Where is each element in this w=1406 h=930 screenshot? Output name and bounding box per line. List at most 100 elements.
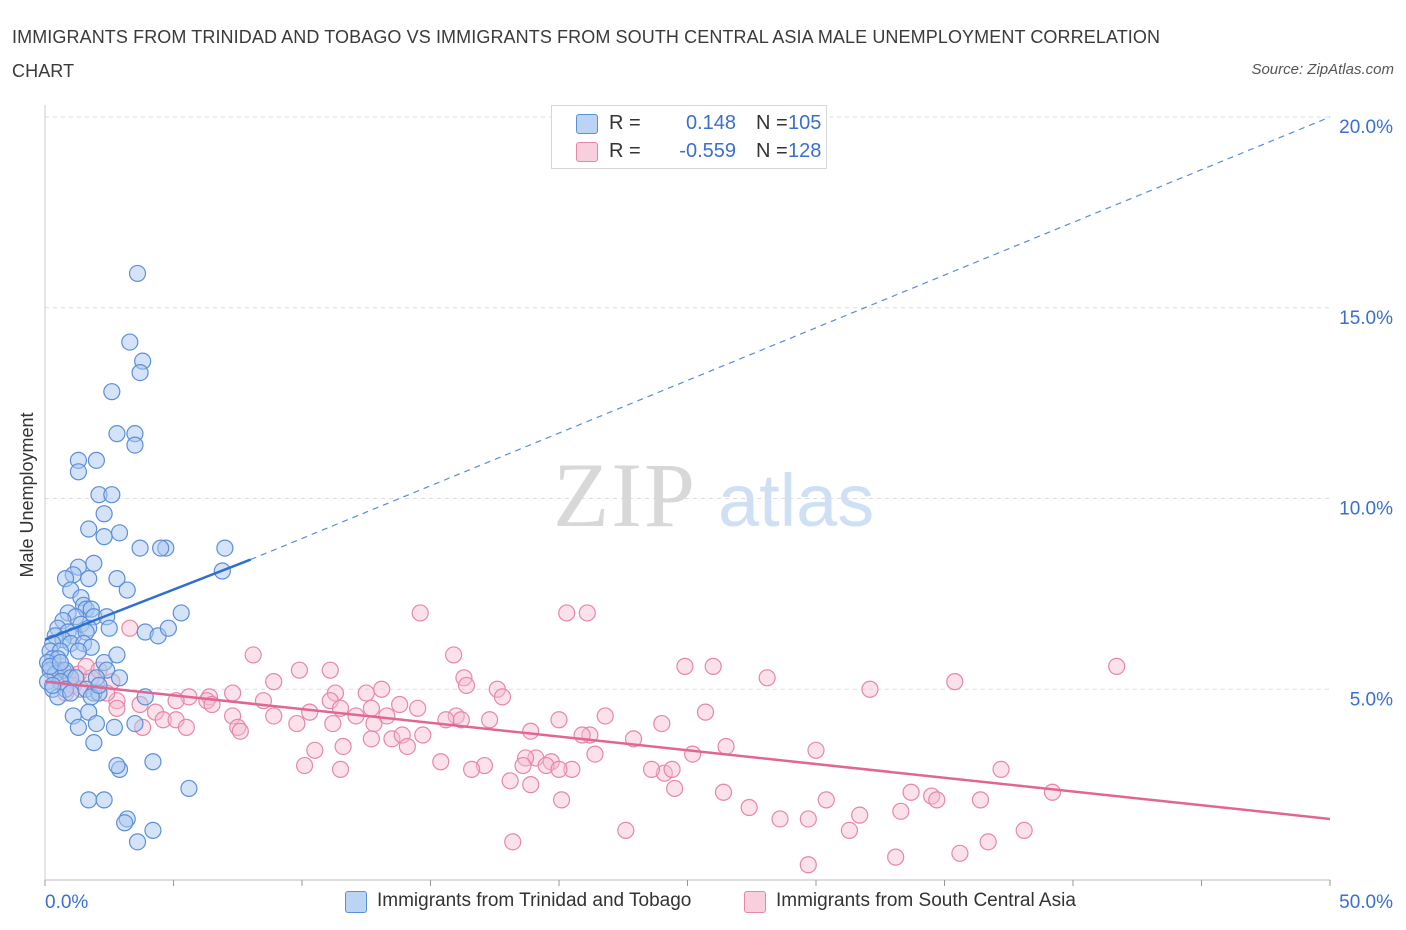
data-point-south-central-asia bbox=[414, 726, 432, 744]
data-point-trinidad-tobago bbox=[152, 539, 170, 557]
data-point-trinidad-tobago bbox=[131, 539, 149, 557]
data-point-south-central-asia bbox=[771, 810, 789, 828]
x-tick-label: 50.0% bbox=[1339, 892, 1393, 913]
data-point-south-central-asia bbox=[676, 657, 694, 675]
bottom-legend-label: Immigrants from Trinidad and Tobago bbox=[377, 890, 692, 911]
data-point-south-central-asia bbox=[992, 760, 1010, 778]
series-south-central-asia-points bbox=[44, 604, 1126, 874]
data-point-trinidad-tobago bbox=[116, 814, 134, 832]
grid-lines bbox=[45, 116, 1330, 690]
y-axis-label: Male Unemployment bbox=[17, 412, 37, 577]
data-point-south-central-asia bbox=[224, 684, 242, 702]
data-point-trinidad-tobago bbox=[103, 486, 121, 504]
data-point-trinidad-tobago bbox=[121, 333, 139, 351]
data-point-south-central-asia bbox=[290, 661, 309, 679]
legend-r-value: 0.148 bbox=[685, 112, 736, 134]
data-point-south-central-asia bbox=[457, 676, 476, 695]
data-point-trinidad-tobago bbox=[62, 684, 80, 702]
data-point-south-central-asia bbox=[552, 791, 571, 809]
legend-swatch-pink bbox=[576, 142, 598, 162]
data-point-trinidad-tobago bbox=[108, 425, 126, 443]
legend-n-value: 128 bbox=[788, 140, 822, 162]
data-point-trinidad-tobago bbox=[69, 642, 88, 660]
data-point-trinidad-tobago bbox=[144, 821, 162, 840]
data-point-trinidad-tobago bbox=[85, 734, 103, 752]
bottom-legend-label: Immigrants from South Central Asia bbox=[776, 890, 1076, 911]
legend-r-label: R = bbox=[609, 112, 641, 134]
data-point-south-central-asia bbox=[121, 619, 139, 637]
data-point-south-central-asia bbox=[851, 806, 869, 824]
data-point-south-central-asia bbox=[892, 802, 910, 820]
data-point-south-central-asia bbox=[445, 646, 463, 664]
data-point-south-central-asia bbox=[452, 711, 470, 729]
data-point-trinidad-tobago bbox=[44, 676, 62, 695]
data-point-south-central-asia bbox=[1043, 783, 1062, 801]
data-point-south-central-asia bbox=[861, 680, 879, 698]
data-point-south-central-asia bbox=[1108, 657, 1126, 675]
data-point-south-central-asia bbox=[902, 783, 920, 801]
data-point-trinidad-tobago bbox=[128, 833, 147, 851]
axes bbox=[44, 105, 1331, 886]
data-point-south-central-asia bbox=[717, 737, 735, 756]
data-point-trinidad-tobago bbox=[144, 753, 162, 771]
watermark-zip: ZIP bbox=[553, 444, 697, 546]
trend-line-trinidad-extended bbox=[250, 116, 1331, 561]
legend-n-label: N = bbox=[756, 112, 788, 134]
data-point-trinidad-tobago bbox=[95, 505, 113, 523]
correlation-legend: R = 0.148 N = 105 R = -0.559 N = 128 bbox=[551, 105, 827, 169]
data-point-trinidad-tobago bbox=[108, 646, 126, 664]
data-point-south-central-asia bbox=[578, 604, 596, 622]
data-point-south-central-asia bbox=[77, 657, 95, 675]
data-point-south-central-asia bbox=[331, 760, 350, 778]
data-point-south-central-asia bbox=[704, 657, 722, 675]
data-point-south-central-asia bbox=[324, 714, 342, 733]
watermark: ZIP atlas bbox=[553, 444, 874, 546]
data-point-trinidad-tobago bbox=[103, 383, 121, 401]
data-point-trinidad-tobago bbox=[180, 779, 198, 798]
data-point-south-central-asia bbox=[411, 604, 429, 622]
data-point-south-central-asia bbox=[971, 791, 990, 809]
legend-r-label: R = bbox=[609, 140, 641, 162]
data-point-south-central-asia bbox=[758, 669, 776, 687]
data-point-trinidad-tobago bbox=[80, 520, 98, 538]
data-point-south-central-asia bbox=[684, 745, 702, 763]
data-point-south-central-asia bbox=[740, 798, 758, 817]
data-point-south-central-asia bbox=[362, 699, 380, 717]
data-point-south-central-asia bbox=[642, 760, 661, 778]
y-tick-label: 15.0% bbox=[1339, 308, 1393, 329]
data-point-south-central-asia bbox=[362, 730, 380, 748]
data-point-trinidad-tobago bbox=[80, 570, 98, 588]
data-point-trinidad-tobago bbox=[105, 718, 123, 737]
data-point-trinidad-tobago bbox=[100, 619, 118, 637]
data-point-trinidad-tobago bbox=[108, 570, 126, 588]
data-point-south-central-asia bbox=[514, 756, 532, 775]
data-point-south-central-asia bbox=[807, 741, 825, 759]
data-point-south-central-asia bbox=[409, 699, 427, 717]
data-point-south-central-asia bbox=[177, 718, 195, 737]
trend-line-south-central-asia bbox=[44, 680, 1331, 821]
trend-line-trinidad bbox=[44, 558, 252, 641]
data-point-south-central-asia bbox=[383, 730, 401, 748]
data-point-south-central-asia bbox=[799, 856, 817, 874]
data-point-south-central-asia bbox=[321, 661, 339, 679]
data-point-south-central-asia bbox=[463, 760, 481, 778]
data-point-trinidad-tobago bbox=[216, 539, 234, 557]
data-point-trinidad-tobago bbox=[108, 756, 126, 775]
data-point-south-central-asia bbox=[586, 745, 604, 763]
data-point-south-central-asia bbox=[154, 711, 172, 729]
data-point-south-central-asia bbox=[617, 821, 635, 840]
data-point-trinidad-tobago bbox=[85, 554, 103, 572]
data-point-south-central-asia bbox=[663, 760, 681, 778]
data-point-south-central-asia bbox=[666, 779, 684, 798]
data-point-trinidad-tobago bbox=[90, 676, 108, 695]
series-trinidad-tobago-points bbox=[38, 264, 234, 851]
y-tick-label: 20.0% bbox=[1339, 117, 1393, 138]
legend-r-value: -0.559 bbox=[679, 140, 736, 162]
data-point-trinidad-tobago bbox=[110, 669, 129, 687]
data-point-trinidad-tobago bbox=[128, 264, 147, 283]
data-point-south-central-asia bbox=[373, 680, 391, 698]
data-point-trinidad-tobago bbox=[126, 436, 144, 454]
data-point-trinidad-tobago bbox=[110, 524, 129, 542]
data-point-trinidad-tobago bbox=[118, 581, 136, 599]
